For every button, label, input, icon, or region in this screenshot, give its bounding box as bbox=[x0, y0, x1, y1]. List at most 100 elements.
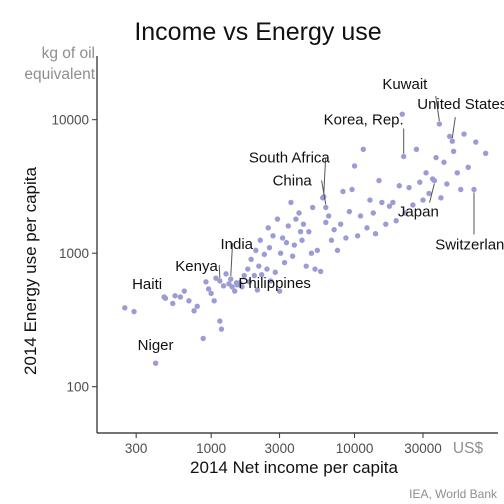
annotation-label: South Africa bbox=[249, 150, 331, 167]
y-axis-title: 2014 Energy use per capita bbox=[21, 166, 40, 374]
data-point bbox=[308, 250, 315, 256]
data-point bbox=[402, 210, 408, 216]
data-point bbox=[251, 272, 258, 279]
annotation-label: Kenya bbox=[175, 258, 218, 275]
annotation-label: China bbox=[273, 172, 313, 189]
data-point bbox=[218, 326, 225, 332]
annotation-label: Korea, Rep. bbox=[324, 112, 404, 129]
labeled-data-point bbox=[228, 276, 234, 282]
source-note: IEA, World Bank bbox=[409, 487, 498, 501]
data-point bbox=[323, 219, 329, 226]
labeled-data-point bbox=[233, 280, 240, 286]
annotation-label: Haiti bbox=[132, 276, 162, 293]
data-point bbox=[186, 298, 192, 304]
data-point bbox=[220, 283, 227, 289]
data-point bbox=[257, 237, 263, 243]
annotation-label: Japan bbox=[398, 204, 439, 221]
data-point bbox=[444, 181, 450, 187]
data-point bbox=[357, 213, 364, 219]
y-unit-line2: equivalent bbox=[24, 66, 95, 83]
data-point bbox=[232, 288, 238, 294]
data-point bbox=[191, 308, 197, 314]
data-point bbox=[473, 139, 479, 145]
annotation-label: India bbox=[220, 236, 253, 253]
data-point bbox=[245, 266, 251, 272]
data-point bbox=[253, 247, 259, 254]
data-point bbox=[122, 305, 128, 311]
data-point bbox=[364, 225, 370, 231]
data-point bbox=[270, 233, 276, 239]
data-point bbox=[450, 148, 457, 154]
data-point bbox=[379, 199, 385, 206]
labeled-data-point bbox=[449, 138, 455, 144]
data-point bbox=[300, 221, 307, 227]
labeled-data-point bbox=[161, 294, 167, 300]
data-point bbox=[246, 279, 253, 285]
data-point bbox=[303, 263, 309, 269]
annotation-leaders bbox=[218, 95, 475, 278]
labeled-data-point bbox=[217, 278, 223, 284]
data-point bbox=[482, 150, 489, 157]
x-tick-label: 3000 bbox=[265, 441, 295, 456]
annotation-label: Philippines bbox=[238, 275, 311, 292]
data-point bbox=[312, 266, 318, 272]
data-point bbox=[281, 259, 288, 266]
data-point bbox=[413, 146, 420, 153]
annotation-leader-line bbox=[230, 243, 234, 277]
annotation-label: Kuwait bbox=[382, 76, 428, 93]
annotation-leader-line bbox=[435, 95, 440, 121]
data-point bbox=[367, 197, 373, 203]
labeled-data-point bbox=[431, 177, 438, 184]
data-point bbox=[274, 216, 281, 222]
data-point bbox=[390, 199, 396, 206]
data-point bbox=[349, 186, 355, 193]
data-point bbox=[200, 335, 206, 342]
data-point bbox=[279, 235, 286, 241]
data-point bbox=[299, 237, 305, 243]
labeled-data-point bbox=[471, 186, 477, 193]
x-axis-title: 2014 Net income per capita bbox=[190, 458, 398, 477]
data-point bbox=[266, 244, 273, 251]
data-point bbox=[325, 213, 332, 219]
data-point bbox=[441, 159, 447, 165]
data-point bbox=[417, 179, 423, 185]
annotation-label: Niger bbox=[138, 337, 174, 354]
data-point bbox=[217, 318, 223, 324]
data-point bbox=[265, 225, 271, 231]
y-tick-label: 100 bbox=[66, 380, 89, 395]
annotation-label: United States bbox=[417, 96, 504, 113]
labeled-data-point bbox=[152, 360, 159, 366]
y-unit-line1: kg of oil bbox=[42, 45, 95, 62]
data-point bbox=[309, 204, 316, 211]
y-tick-label: 1000 bbox=[59, 246, 89, 261]
y-tick-label: 10000 bbox=[51, 113, 89, 128]
data-point bbox=[208, 290, 214, 297]
data-point bbox=[396, 183, 402, 189]
data-point bbox=[241, 272, 247, 279]
annotation-label: Switzerland bbox=[435, 237, 504, 254]
x-tick-label: 1000 bbox=[196, 441, 226, 456]
x-tick-label: 10000 bbox=[336, 441, 374, 456]
data-point bbox=[276, 288, 283, 294]
data-point bbox=[458, 186, 464, 193]
data-point bbox=[223, 271, 229, 277]
annotation-leader-line bbox=[429, 183, 435, 203]
data-point bbox=[248, 256, 254, 263]
data-point bbox=[354, 233, 361, 239]
data-point bbox=[296, 210, 302, 216]
data-point bbox=[194, 303, 200, 310]
labeled-data-point bbox=[400, 153, 407, 160]
data-point bbox=[277, 250, 284, 256]
data-point bbox=[454, 170, 460, 176]
data-point bbox=[258, 272, 265, 278]
data-point bbox=[331, 226, 337, 233]
data-point bbox=[360, 146, 366, 153]
data-point bbox=[289, 253, 296, 259]
data-point bbox=[131, 308, 137, 315]
data-point bbox=[337, 221, 344, 227]
data-point bbox=[386, 203, 393, 209]
data-point bbox=[172, 293, 178, 299]
data-point bbox=[267, 278, 274, 284]
data-point bbox=[399, 111, 405, 117]
